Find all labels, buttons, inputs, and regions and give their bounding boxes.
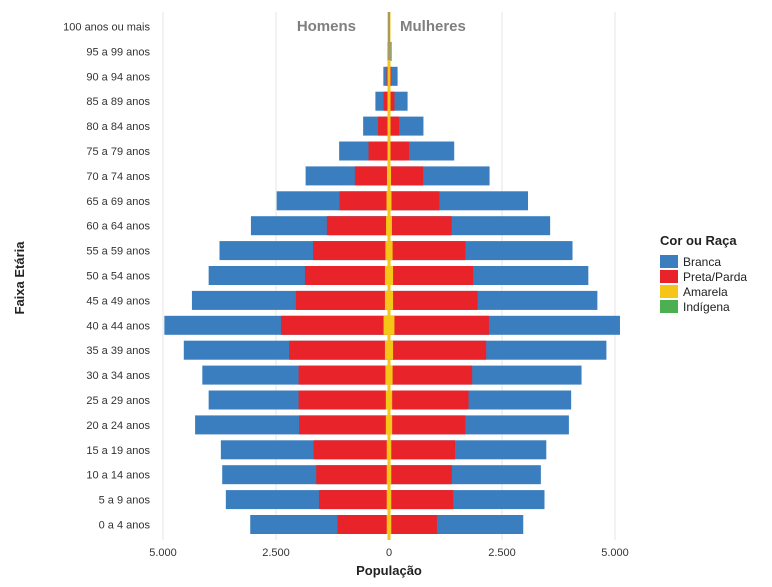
x-tick-labels: 5.000 2.500 0 2.500 5.000: [149, 547, 629, 559]
bar-homens-pretaparda-5: [299, 391, 389, 410]
y-tick-label: 5 a 9 anos: [99, 495, 151, 507]
bar-homens-pretaparda-3: [314, 440, 389, 459]
center-line-layer: [388, 12, 391, 540]
y-tick-label: 35 a 39 anos: [86, 345, 150, 357]
bar-homens-pretaparda-6: [299, 366, 389, 385]
center-amarela-line: [388, 12, 391, 540]
bar-homens-pretaparda-8: [281, 316, 389, 335]
legend-label: Amarela: [683, 285, 728, 299]
y-tick-label: 15 a 19 anos: [86, 445, 150, 457]
bar-mulheres-pretaparda-11: [389, 241, 465, 260]
legend-swatch: [660, 270, 678, 283]
legend-label: Preta/Parda: [683, 270, 747, 284]
y-tick-label: 40 a 44 anos: [86, 320, 150, 332]
y-tick-label: 75 a 79 anos: [86, 146, 150, 158]
y-tick-label: 85 a 89 anos: [86, 96, 150, 108]
bar-mulheres-pretaparda-0: [389, 515, 437, 534]
legend-swatch: [660, 285, 678, 298]
bar-homens-pretaparda-13: [340, 191, 389, 210]
bar-homens-pretaparda-9: [296, 291, 389, 310]
bar-mulheres-pretaparda-4: [389, 415, 465, 434]
x-tick-label: 5.000: [149, 547, 177, 559]
bar-mulheres-pretaparda-15: [389, 142, 409, 161]
bar-homens-pretaparda-2: [316, 465, 389, 484]
y-tick-label: 60 a 64 anos: [86, 221, 150, 233]
y-tick-label: 0 a 4 anos: [99, 520, 151, 532]
right-side-title: Mulheres: [400, 18, 466, 35]
y-tick-label: 70 a 74 anos: [86, 171, 150, 183]
legend-label: Branca: [683, 255, 721, 269]
bar-mulheres-pretaparda-8: [389, 316, 489, 335]
bar-mulheres-pretaparda-6: [389, 366, 472, 385]
bars-layer: [164, 17, 620, 534]
bar-homens-pretaparda-11: [313, 241, 389, 260]
y-tick-label: 50 a 54 anos: [86, 271, 150, 283]
bar-homens-pretaparda-10: [305, 266, 389, 285]
y-tick-label: 95 a 99 anos: [86, 46, 150, 58]
y-tick-labels: 0 a 4 anos 5 a 9 anos 10 a 14 anos 15 a 19 …: [63, 22, 150, 532]
bar-homens-pretaparda-1: [319, 490, 389, 509]
y-tick-label: 55 a 59 anos: [86, 246, 150, 258]
x-tick-label: 5.000: [601, 547, 629, 559]
bar-mulheres-pretaparda-2: [389, 465, 452, 484]
bar-mulheres-pretaparda-9: [389, 291, 478, 310]
y-tick-label: 90 a 94 anos: [86, 71, 150, 83]
bar-homens-pretaparda-12: [327, 216, 389, 235]
y-tick-label: 65 a 69 anos: [86, 196, 150, 208]
legend-swatch: [660, 300, 678, 313]
legend: Cor ou Raça BrancaPreta/PardaAmarelaIndí…: [660, 233, 747, 314]
bar-mulheres-pretaparda-14: [389, 166, 423, 185]
bar-mulheres-pretaparda-10: [389, 266, 473, 285]
bar-mulheres-pretaparda-5: [389, 391, 469, 410]
bar-mulheres-pretaparda-1: [389, 490, 453, 509]
bar-homens-pretaparda-0: [337, 515, 389, 534]
y-tick-label: 10 a 14 anos: [86, 470, 150, 482]
y-tick-label: 80 a 84 anos: [86, 121, 150, 133]
y-tick-label: 20 a 24 anos: [86, 420, 150, 432]
bar-mulheres-pretaparda-7: [389, 341, 486, 360]
y-axis-title: Faixa Etária: [12, 241, 27, 315]
x-tick-label: 2.500: [488, 547, 516, 559]
legend-title: Cor ou Raça: [660, 233, 737, 248]
legend-swatch: [660, 255, 678, 268]
x-tick-label: 2.500: [262, 547, 290, 559]
bar-mulheres-pretaparda-16: [389, 117, 399, 136]
y-tick-label: 45 a 49 anos: [86, 295, 150, 307]
bar-homens-pretaparda-14: [355, 166, 389, 185]
x-tick-label: 0: [386, 547, 392, 559]
bar-homens-pretaparda-4: [299, 415, 389, 434]
bar-mulheres-pretaparda-12: [389, 216, 452, 235]
left-side-title: Homens: [297, 18, 356, 35]
y-tick-label: 30 a 34 anos: [86, 370, 150, 382]
bar-homens-pretaparda-7: [289, 341, 389, 360]
x-axis-title: População: [356, 563, 422, 578]
bar-mulheres-pretaparda-3: [389, 440, 455, 459]
legend-label: Indígena: [683, 300, 730, 314]
bar-homens-pretaparda-16: [378, 117, 389, 136]
bar-mulheres-pretaparda-13: [389, 191, 439, 210]
bar-homens-pretaparda-15: [369, 142, 389, 161]
y-tick-label: 25 a 29 anos: [86, 395, 150, 407]
y-tick-label: 100 anos ou mais: [63, 22, 150, 34]
